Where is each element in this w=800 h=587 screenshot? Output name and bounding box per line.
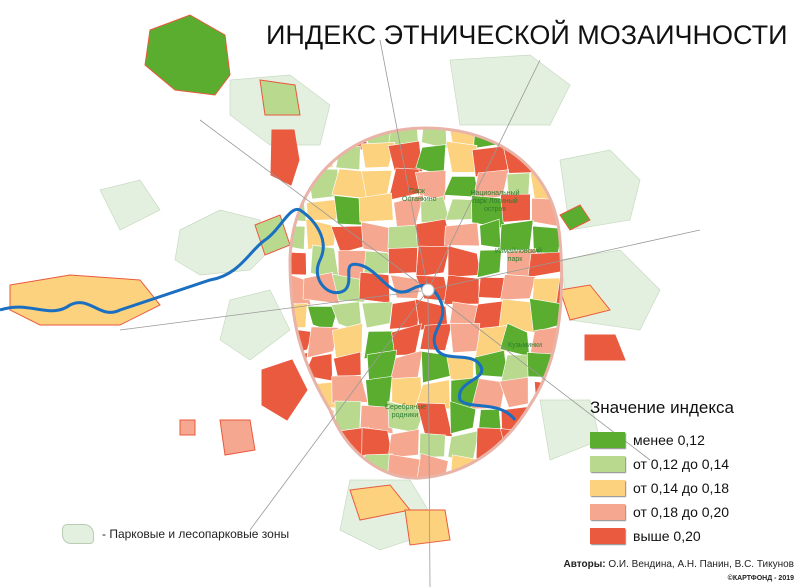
district-cell xyxy=(531,141,562,176)
district-cell xyxy=(498,376,529,408)
district-cell xyxy=(478,409,502,430)
legend-swatch xyxy=(590,456,625,472)
district-cell xyxy=(555,452,562,479)
district-cell xyxy=(361,301,393,329)
legend-label: от 0,12 до 0,14 xyxy=(633,456,730,472)
legend-item: от 0,12 до 0,14 xyxy=(590,452,734,476)
district-cell xyxy=(475,457,504,479)
legend-swatch xyxy=(590,432,625,448)
legend-label: менее 0,12 xyxy=(633,432,705,448)
district-cell xyxy=(501,484,534,511)
district-cell xyxy=(361,427,393,456)
mkad-ring xyxy=(288,126,564,480)
label-rodniki: Серебряные родники xyxy=(385,404,427,419)
district-cell xyxy=(500,428,537,461)
park-zones-note: - Парковые и лесопарковые зоны xyxy=(62,524,289,544)
label-losiny-ostrov: Национальный парк Лосиный остров xyxy=(470,190,520,213)
district-cell xyxy=(560,485,587,513)
legend-swatch xyxy=(590,504,625,520)
district-cell xyxy=(360,142,396,169)
district-cell xyxy=(333,351,362,379)
district-cell xyxy=(330,225,367,254)
district-cell xyxy=(303,455,337,479)
moskva-river xyxy=(0,207,517,421)
legend-swatch xyxy=(590,480,625,496)
district-cells xyxy=(275,128,587,514)
legend-item: от 0,18 до 0,20 xyxy=(590,500,734,524)
district-cell xyxy=(419,432,446,458)
authors-names: О.И. Вендина, А.Н. Панин, В.С. Тикунов xyxy=(608,559,794,570)
district-cell xyxy=(421,128,448,149)
district-cell xyxy=(444,482,479,512)
authors-label: Авторы: xyxy=(563,559,606,570)
district-cell xyxy=(500,274,537,301)
legend-label: от 0,14 до 0,18 xyxy=(633,480,730,496)
district-cell xyxy=(415,245,451,278)
legend-item: от 0,14 до 0,18 xyxy=(590,476,734,500)
district-cell xyxy=(302,271,340,305)
district-cell xyxy=(449,400,477,435)
district-cell xyxy=(387,167,420,201)
district-cell xyxy=(477,249,502,278)
map-title: ИНДЕКС ЭТНИЧЕСКОЙ МОЗАИЧНОСТИ xyxy=(266,20,788,50)
park-swatch xyxy=(62,524,94,544)
legend-label: от 0,18 до 0,20 xyxy=(633,504,730,520)
district-cell xyxy=(306,326,340,359)
district-cell xyxy=(500,193,531,223)
district-cell xyxy=(499,219,534,251)
center-circle xyxy=(421,283,435,297)
district-cell xyxy=(359,404,394,434)
district-cell xyxy=(387,428,420,459)
district-cell xyxy=(501,128,537,150)
district-cell xyxy=(414,170,447,201)
legend: Значение индекса менее 0,12 от 0,12 до 0,… xyxy=(590,398,734,548)
park-note-label: - Парковые и лесопарковые зоны xyxy=(102,527,290,541)
district-cell xyxy=(527,251,562,278)
district-cell xyxy=(302,430,340,464)
label-izmailovsky: Измайловский парк xyxy=(495,248,542,263)
district-cell xyxy=(445,140,478,173)
district-cell xyxy=(527,481,561,514)
district-cell xyxy=(290,225,306,250)
district-cell xyxy=(306,198,340,221)
district-cell xyxy=(290,433,308,458)
legend-item: менее 0,12 xyxy=(590,428,734,452)
district-cell xyxy=(305,487,341,509)
district-cell xyxy=(331,375,369,404)
copyright: ©КАРТФОНД - 2019 xyxy=(727,575,794,582)
label-kuzminki: Кузьминки xyxy=(508,342,542,349)
district-cell xyxy=(444,222,480,247)
label-ostankino: Парк Останкино xyxy=(402,188,437,203)
district-cell xyxy=(447,245,481,278)
legend-title: Значение индекса xyxy=(590,398,734,417)
legend-swatch xyxy=(590,528,625,544)
legend-item: выше 0,20 xyxy=(590,524,734,548)
district-cell xyxy=(333,195,365,226)
district-cell xyxy=(555,272,562,306)
district-cell xyxy=(358,192,394,223)
outer-districts xyxy=(9,14,626,546)
district-cell xyxy=(501,454,530,479)
district-cell xyxy=(290,251,307,276)
district-cell xyxy=(387,140,423,172)
district-cell xyxy=(388,247,418,275)
district-cell xyxy=(332,322,363,358)
district-cell xyxy=(449,322,481,353)
legend-label: выше 0,20 xyxy=(633,528,701,544)
district-cell xyxy=(415,452,449,479)
district-cell xyxy=(474,484,508,514)
district-cell xyxy=(554,128,562,152)
authors: Авторы: О.И. Вендина, А.Н. Панин, В.С. Т… xyxy=(563,559,794,570)
railways xyxy=(119,39,701,587)
district-cell xyxy=(275,480,312,511)
